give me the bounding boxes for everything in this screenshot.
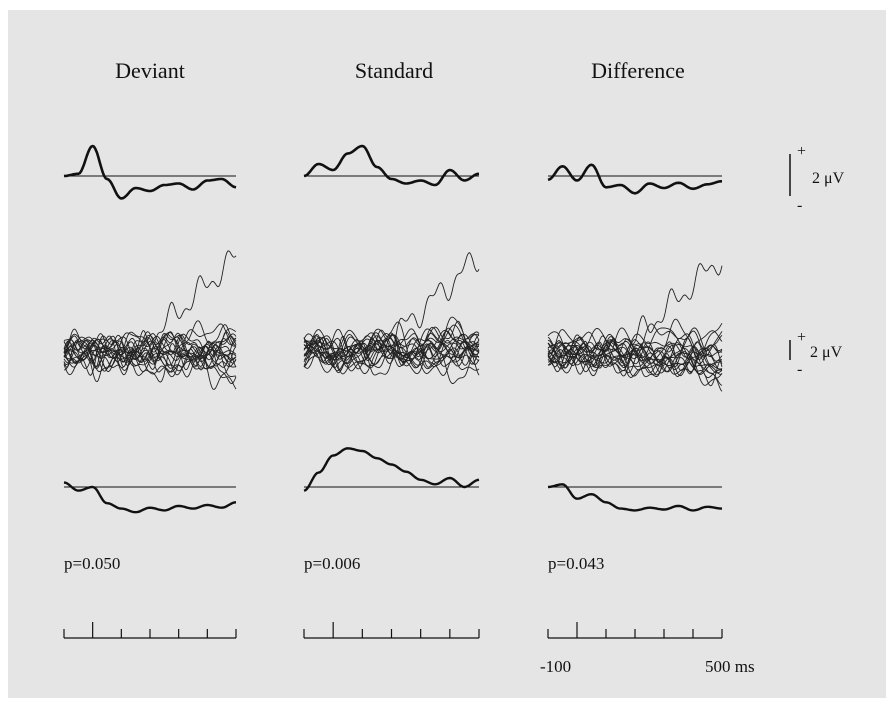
time-axes xyxy=(63,622,723,639)
p-value-standard: p=0.006 xyxy=(304,554,360,573)
subject-waveform xyxy=(63,323,237,361)
scale-bars: + - 2 μV + - 2 μV xyxy=(789,143,845,378)
grand-average-deviant xyxy=(63,144,237,200)
panel-title-standard: Standard xyxy=(355,58,433,83)
subject-waveform xyxy=(303,337,480,374)
subject-waveform xyxy=(547,342,723,377)
subject-waveform xyxy=(303,330,480,366)
subject-waveform xyxy=(547,342,723,375)
stat-trace-difference xyxy=(547,483,722,512)
scale-bar-bottom-minus: - xyxy=(797,361,802,378)
subject-waveform xyxy=(547,330,723,366)
scale-bar-bottom-value: 2 μV xyxy=(810,344,843,361)
subject-waveform xyxy=(303,332,480,376)
panel-title-difference: Difference xyxy=(591,58,685,83)
subject-waveform xyxy=(547,344,723,379)
subject-waveform xyxy=(547,334,723,387)
stat-trace-standard xyxy=(303,447,480,492)
subject-waveform xyxy=(547,337,723,377)
time-axis-end-label: 500 ms xyxy=(705,657,755,676)
grand-average-standard xyxy=(303,144,480,187)
scale-bar-top-minus: - xyxy=(797,197,802,214)
subject-waveform xyxy=(63,324,237,376)
subject-waveform xyxy=(547,341,723,386)
subject-waveform xyxy=(303,316,480,370)
subject-waveform xyxy=(547,341,723,386)
subject-waveform xyxy=(63,328,237,363)
waveform-traces xyxy=(63,144,723,514)
time-axis-start-label: -100 xyxy=(540,657,571,676)
panel-title-deviant: Deviant xyxy=(115,58,185,83)
subject-waveform xyxy=(303,344,480,374)
subject-waveform xyxy=(547,262,723,369)
subject-waveform xyxy=(63,250,237,369)
p-value-deviant: p=0.050 xyxy=(64,554,120,573)
stat-trace-deviant xyxy=(63,481,237,514)
subject-waveform xyxy=(303,333,480,369)
p-value-difference: p=0.043 xyxy=(548,554,604,573)
subject-waveform xyxy=(63,336,236,378)
subject-waveform xyxy=(303,328,480,365)
scale-bar-bottom-plus: + xyxy=(797,329,806,346)
scale-bar-top-value: 2 μV xyxy=(812,170,845,187)
scale-bar-top-plus: + xyxy=(797,143,806,160)
subject-waveform xyxy=(303,252,480,365)
grand-average-difference xyxy=(547,163,722,195)
